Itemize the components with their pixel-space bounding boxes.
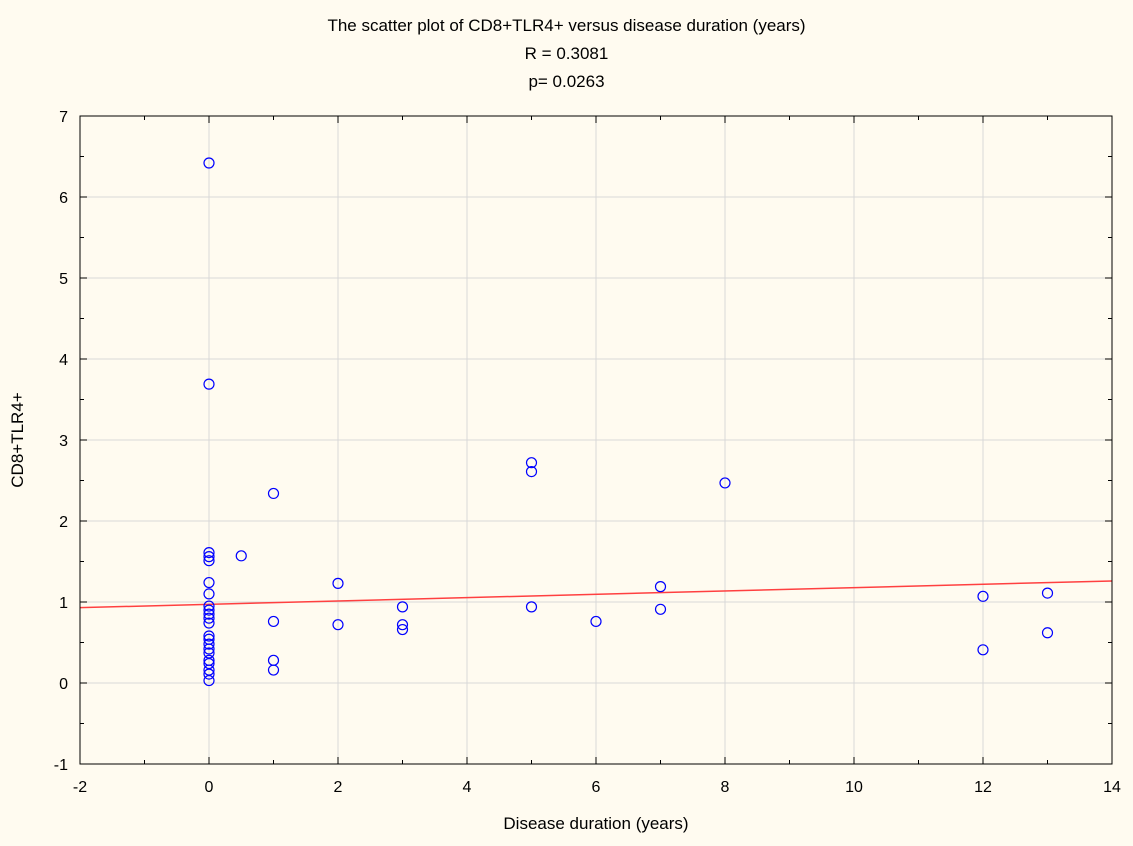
x-tick-label: 8 <box>721 779 730 796</box>
data-point <box>525 601 538 613</box>
y-tick-label: 3 <box>59 433 68 450</box>
y-tick-label: 1 <box>59 595 68 612</box>
regression-line <box>79 580 1113 609</box>
data-point <box>396 623 409 636</box>
x-tick-label: 14 <box>1103 779 1121 796</box>
plot-area-frame <box>79 115 1113 765</box>
data-point <box>525 465 538 478</box>
data-point <box>203 643 215 655</box>
y-tick-label: 5 <box>59 271 68 288</box>
data-point <box>203 555 215 567</box>
chart-title: The scatter plot of CD8+TLR4+ versus dis… <box>327 16 806 35</box>
data-point <box>203 612 215 624</box>
grid-lines <box>80 116 1112 764</box>
data-point <box>203 157 215 169</box>
data-point <box>1041 627 1054 639</box>
x-tick-label: 6 <box>592 779 601 796</box>
data-point <box>396 619 409 631</box>
data-point <box>203 674 215 687</box>
regression-line-group <box>79 580 1113 609</box>
data-point <box>267 487 280 500</box>
data-point <box>332 577 344 589</box>
data-point <box>267 615 280 628</box>
data-point <box>203 630 215 642</box>
data-point <box>590 615 602 628</box>
data-point <box>203 608 215 620</box>
x-tick-label: 2 <box>334 779 343 796</box>
data-point <box>977 644 989 656</box>
data-point <box>719 477 731 489</box>
data-point <box>203 617 215 629</box>
data-point <box>203 551 215 563</box>
x-tick-label: 12 <box>974 779 992 796</box>
y-tick-label: -1 <box>54 757 68 774</box>
data-point <box>267 664 280 676</box>
data-point <box>203 668 215 680</box>
data-point <box>203 378 215 390</box>
data-point <box>203 546 215 559</box>
x-tick-label: 0 <box>205 779 214 796</box>
data-point <box>977 590 989 602</box>
correlation-r-label: R = 0.3081 <box>524 44 609 63</box>
x-tick-label: -2 <box>73 779 87 796</box>
data-point <box>654 581 667 593</box>
y-tick-label: 7 <box>59 109 68 126</box>
data-point <box>203 604 215 616</box>
p-value-label: p= 0.0263 <box>528 72 605 91</box>
x-axis-label: Disease duration (years) <box>503 814 689 833</box>
data-point <box>203 600 215 612</box>
data-point <box>267 654 280 666</box>
x-tick-label: 4 <box>463 779 472 796</box>
y-axis-label: CD8+TLR4+ <box>8 392 27 488</box>
data-point <box>396 601 409 613</box>
data-point <box>203 576 215 589</box>
x-tick-label: 10 <box>845 779 863 796</box>
data-point <box>235 550 247 562</box>
data-point <box>332 619 344 631</box>
data-point <box>1041 587 1054 599</box>
data-points <box>203 157 1054 687</box>
data-point <box>203 638 215 650</box>
y-tick-label: 6 <box>59 190 68 207</box>
y-tick-label: 2 <box>59 514 68 531</box>
y-tick-label: 0 <box>59 676 68 693</box>
y-tick-label: 4 <box>59 352 68 369</box>
data-point <box>203 588 215 600</box>
data-point <box>525 457 538 469</box>
data-point <box>654 603 667 615</box>
